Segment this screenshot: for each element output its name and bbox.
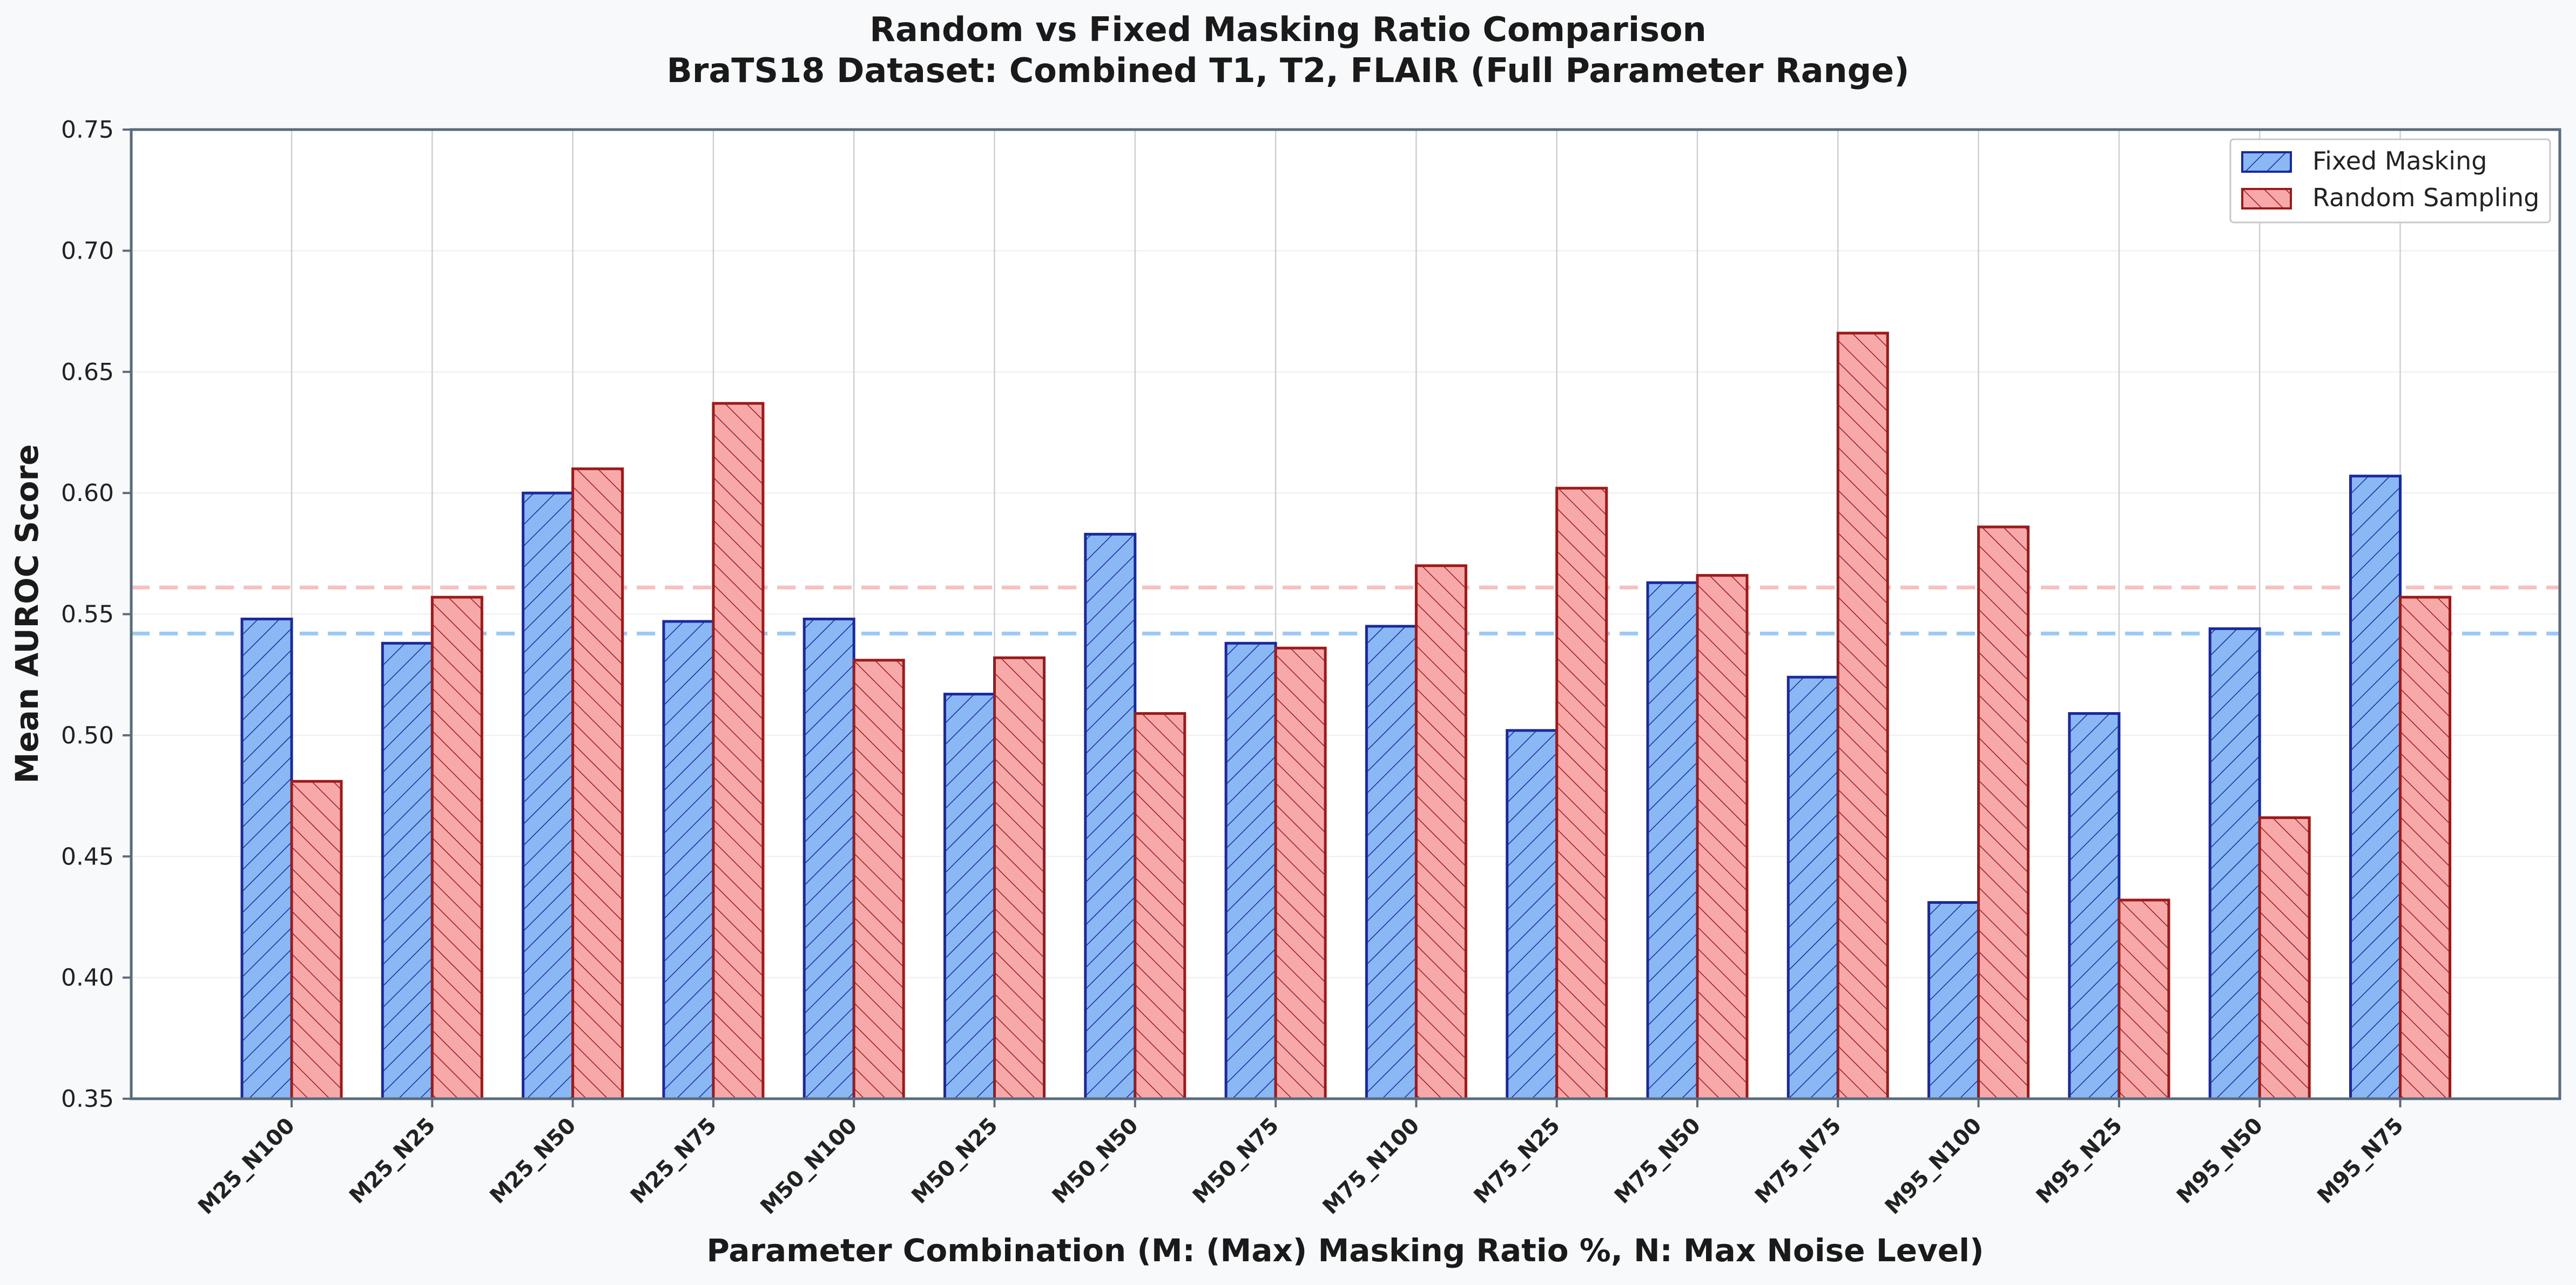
- bar-random: [1836, 332, 1889, 1100]
- y-tick-label: 0.75: [61, 116, 114, 144]
- x-tick-label: M95_N75: [2312, 1113, 2408, 1209]
- x-tick-label: M95_N25: [2032, 1113, 2127, 1209]
- legend-label-random: Random Sampling: [2312, 183, 2539, 212]
- x-tick-label: M95_N100: [1880, 1113, 1987, 1220]
- x-tick-label: M25_N25: [345, 1113, 440, 1209]
- bar-random: [2118, 898, 2170, 1100]
- bar-fixed: [381, 641, 434, 1100]
- x-tick-label: M50_N50: [1048, 1113, 1143, 1209]
- x-tick-label: M75_N75: [1750, 1113, 1846, 1209]
- chart-title: Random vs Fixed Masking Ratio Comparison: [869, 10, 1706, 49]
- bar-random: [571, 467, 624, 1100]
- bar-random: [1696, 574, 1749, 1100]
- bar-fixed: [1786, 675, 1839, 1100]
- x-tick-label: M25_N75: [626, 1113, 721, 1209]
- bar-fixed: [1365, 625, 1418, 1100]
- y-tick-label: 0.35: [61, 1085, 114, 1113]
- bar-fixed: [943, 693, 996, 1100]
- bar-random: [1977, 525, 2030, 1100]
- x-axis-label: Parameter Combination (M: (Max) Masking …: [706, 1232, 1984, 1269]
- bar-random: [1274, 646, 1327, 1100]
- legend: Fixed Masking Random Sampling: [2229, 138, 2551, 224]
- x-axis-ticks: M25_N100 M25_N25 M25_N50 M25_N75 M50_N100 M50…: [193, 1099, 2409, 1220]
- bar-fixed: [522, 491, 575, 1100]
- y-axis-ticks: 0.35 0.40 0.45 0.50 0.55 0.60 0.65 0.70 0.75: [61, 116, 131, 1113]
- bar-fixed: [1927, 901, 1980, 1100]
- bar-random: [290, 780, 343, 1100]
- bar-random: [712, 402, 765, 1100]
- y-tick-label: 0.45: [61, 843, 114, 870]
- bar-fixed: [240, 617, 293, 1100]
- legend-frame: [2229, 138, 2551, 224]
- legend-swatch-random: [2241, 188, 2292, 209]
- bar-random: [2258, 816, 2311, 1100]
- x-tick-label: M95_N50: [2172, 1113, 2268, 1209]
- x-tick-label: M25_N50: [485, 1113, 581, 1209]
- x-tick-label: M75_N50: [1610, 1113, 1705, 1209]
- bar-fixed: [1646, 581, 1699, 1100]
- bar-fixed: [2068, 712, 2121, 1100]
- y-axis-label: Mean AUROC Score: [9, 444, 45, 784]
- bar-fixed: [1084, 532, 1137, 1100]
- y-tick-label: 0.40: [61, 964, 114, 992]
- x-tick-label: M50_N75: [1188, 1113, 1284, 1209]
- bar-random: [993, 656, 1046, 1100]
- y-tick-label: 0.55: [61, 601, 114, 628]
- y-tick-label: 0.70: [61, 237, 114, 265]
- chart-subtitle: BraTS18 Dataset: Combined T1, T2, FLAIR …: [667, 51, 1910, 90]
- x-tick-label: M75_N100: [1318, 1113, 1425, 1220]
- legend-swatch-fixed: [2241, 151, 2292, 173]
- y-tick-label: 0.65: [61, 359, 114, 386]
- bar-random: [852, 659, 905, 1100]
- x-tick-label: M25_N100: [193, 1113, 300, 1220]
- legend-label-fixed: Fixed Masking: [2312, 146, 2487, 175]
- bar-random: [1134, 712, 1186, 1100]
- bar-fixed: [662, 620, 715, 1100]
- bar-random: [430, 596, 483, 1100]
- y-tick-label: 0.60: [61, 479, 114, 507]
- x-tick-label: M50_N100: [756, 1113, 862, 1220]
- bar-random: [2399, 596, 2451, 1100]
- bar-random: [1414, 564, 1467, 1100]
- x-tick-label: M50_N25: [907, 1113, 1002, 1209]
- bar-fixed: [803, 617, 855, 1100]
- x-tick-label: M75_N25: [1469, 1113, 1565, 1209]
- bar-fixed: [2208, 627, 2261, 1100]
- bar-fixed: [1224, 641, 1277, 1100]
- y-tick-label: 0.50: [61, 722, 114, 749]
- bar-layer: [240, 332, 2451, 1100]
- bar-fixed: [2349, 475, 2402, 1100]
- bar-random: [1555, 486, 1608, 1100]
- bar-fixed: [1506, 729, 1559, 1100]
